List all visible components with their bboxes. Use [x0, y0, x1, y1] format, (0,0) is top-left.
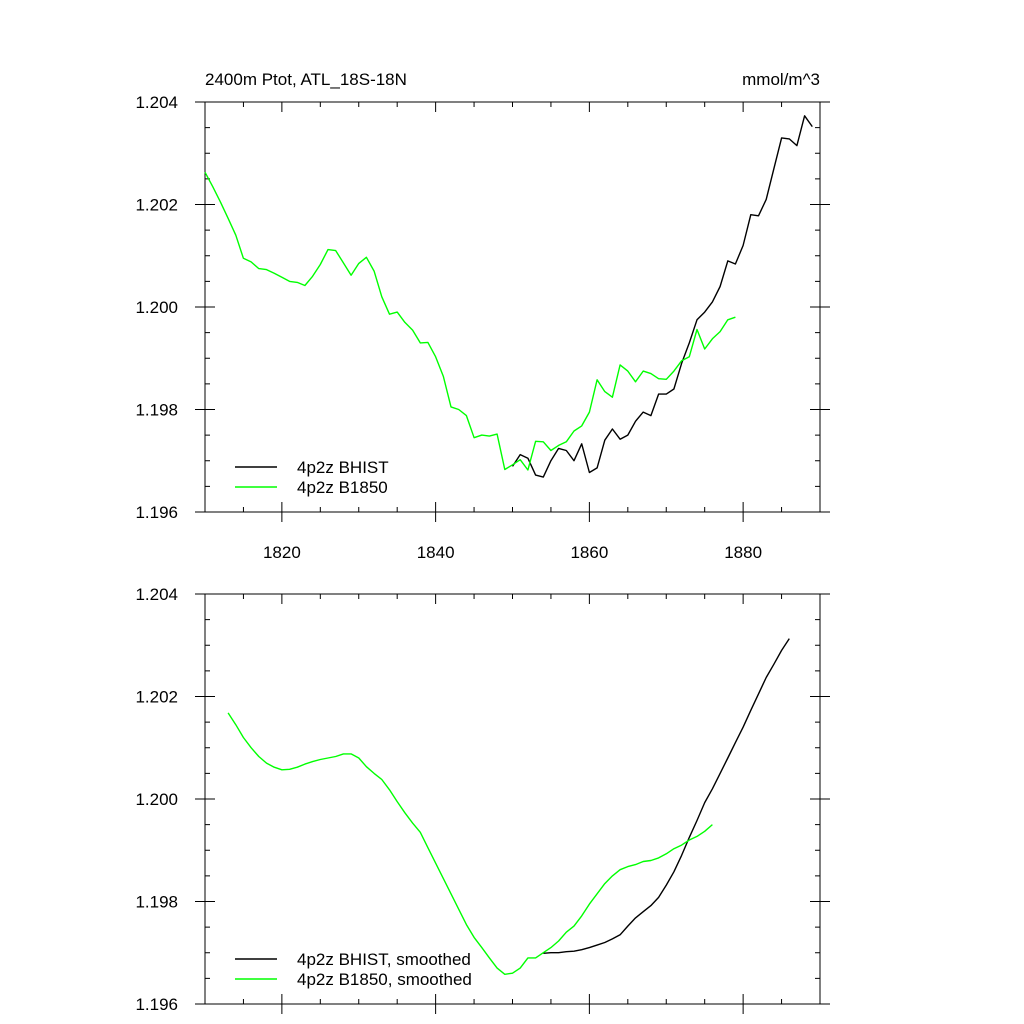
- bottom-ticks: 1.196 1.198 1.200 1.202 1.204: [135, 585, 830, 1014]
- x-tick-label: 1880: [724, 543, 762, 562]
- x-tick-label: 1860: [570, 543, 608, 562]
- top-ticks: 1820 1840 1860 1880 1.196 1.198 1.200 1.202 1.20…: [135, 93, 830, 562]
- series-line: [227, 712, 713, 975]
- top-plot-frame: [204, 101, 821, 513]
- y-tick-label: 1.196: [135, 503, 178, 522]
- top-panel: 2400m Ptot, ATL_18S-18N mmol/m^3 1820 184…: [135, 70, 830, 562]
- units-label: mmol/m^3: [742, 70, 820, 89]
- legend-label: 4p2z BHIST: [297, 458, 389, 477]
- y-tick-label: 1.204: [135, 93, 178, 112]
- x-tick-label: 1840: [417, 543, 455, 562]
- x-tick-label: 1820: [263, 543, 301, 562]
- top-series: [204, 115, 813, 478]
- y-tick-label: 1.198: [135, 893, 178, 912]
- y-tick-label: 1.200: [135, 298, 178, 317]
- chart-title: 2400m Ptot, ATL_18S-18N: [205, 70, 407, 89]
- y-tick-label: 1.198: [135, 401, 178, 420]
- legend-label: 4p2z B1850, smoothed: [297, 970, 472, 989]
- bottom-series: [227, 638, 790, 975]
- series-line: [204, 171, 736, 471]
- bottom-panel: 1.196 1.198 1.200 1.202 1.204 4p2z BHIST, sm…: [135, 585, 830, 1014]
- y-tick-label: 1.202: [135, 688, 178, 707]
- y-tick-label: 1.200: [135, 790, 178, 809]
- bottom-plot-frame: [204, 593, 821, 1005]
- y-tick-label: 1.202: [135, 196, 178, 215]
- y-tick-label: 1.204: [135, 585, 178, 604]
- series-line: [511, 115, 813, 478]
- legend-label: 4p2z B1850: [297, 478, 388, 497]
- series-line: [543, 638, 790, 954]
- legend-label: 4p2z BHIST, smoothed: [297, 950, 471, 969]
- y-tick-label: 1.196: [135, 995, 178, 1014]
